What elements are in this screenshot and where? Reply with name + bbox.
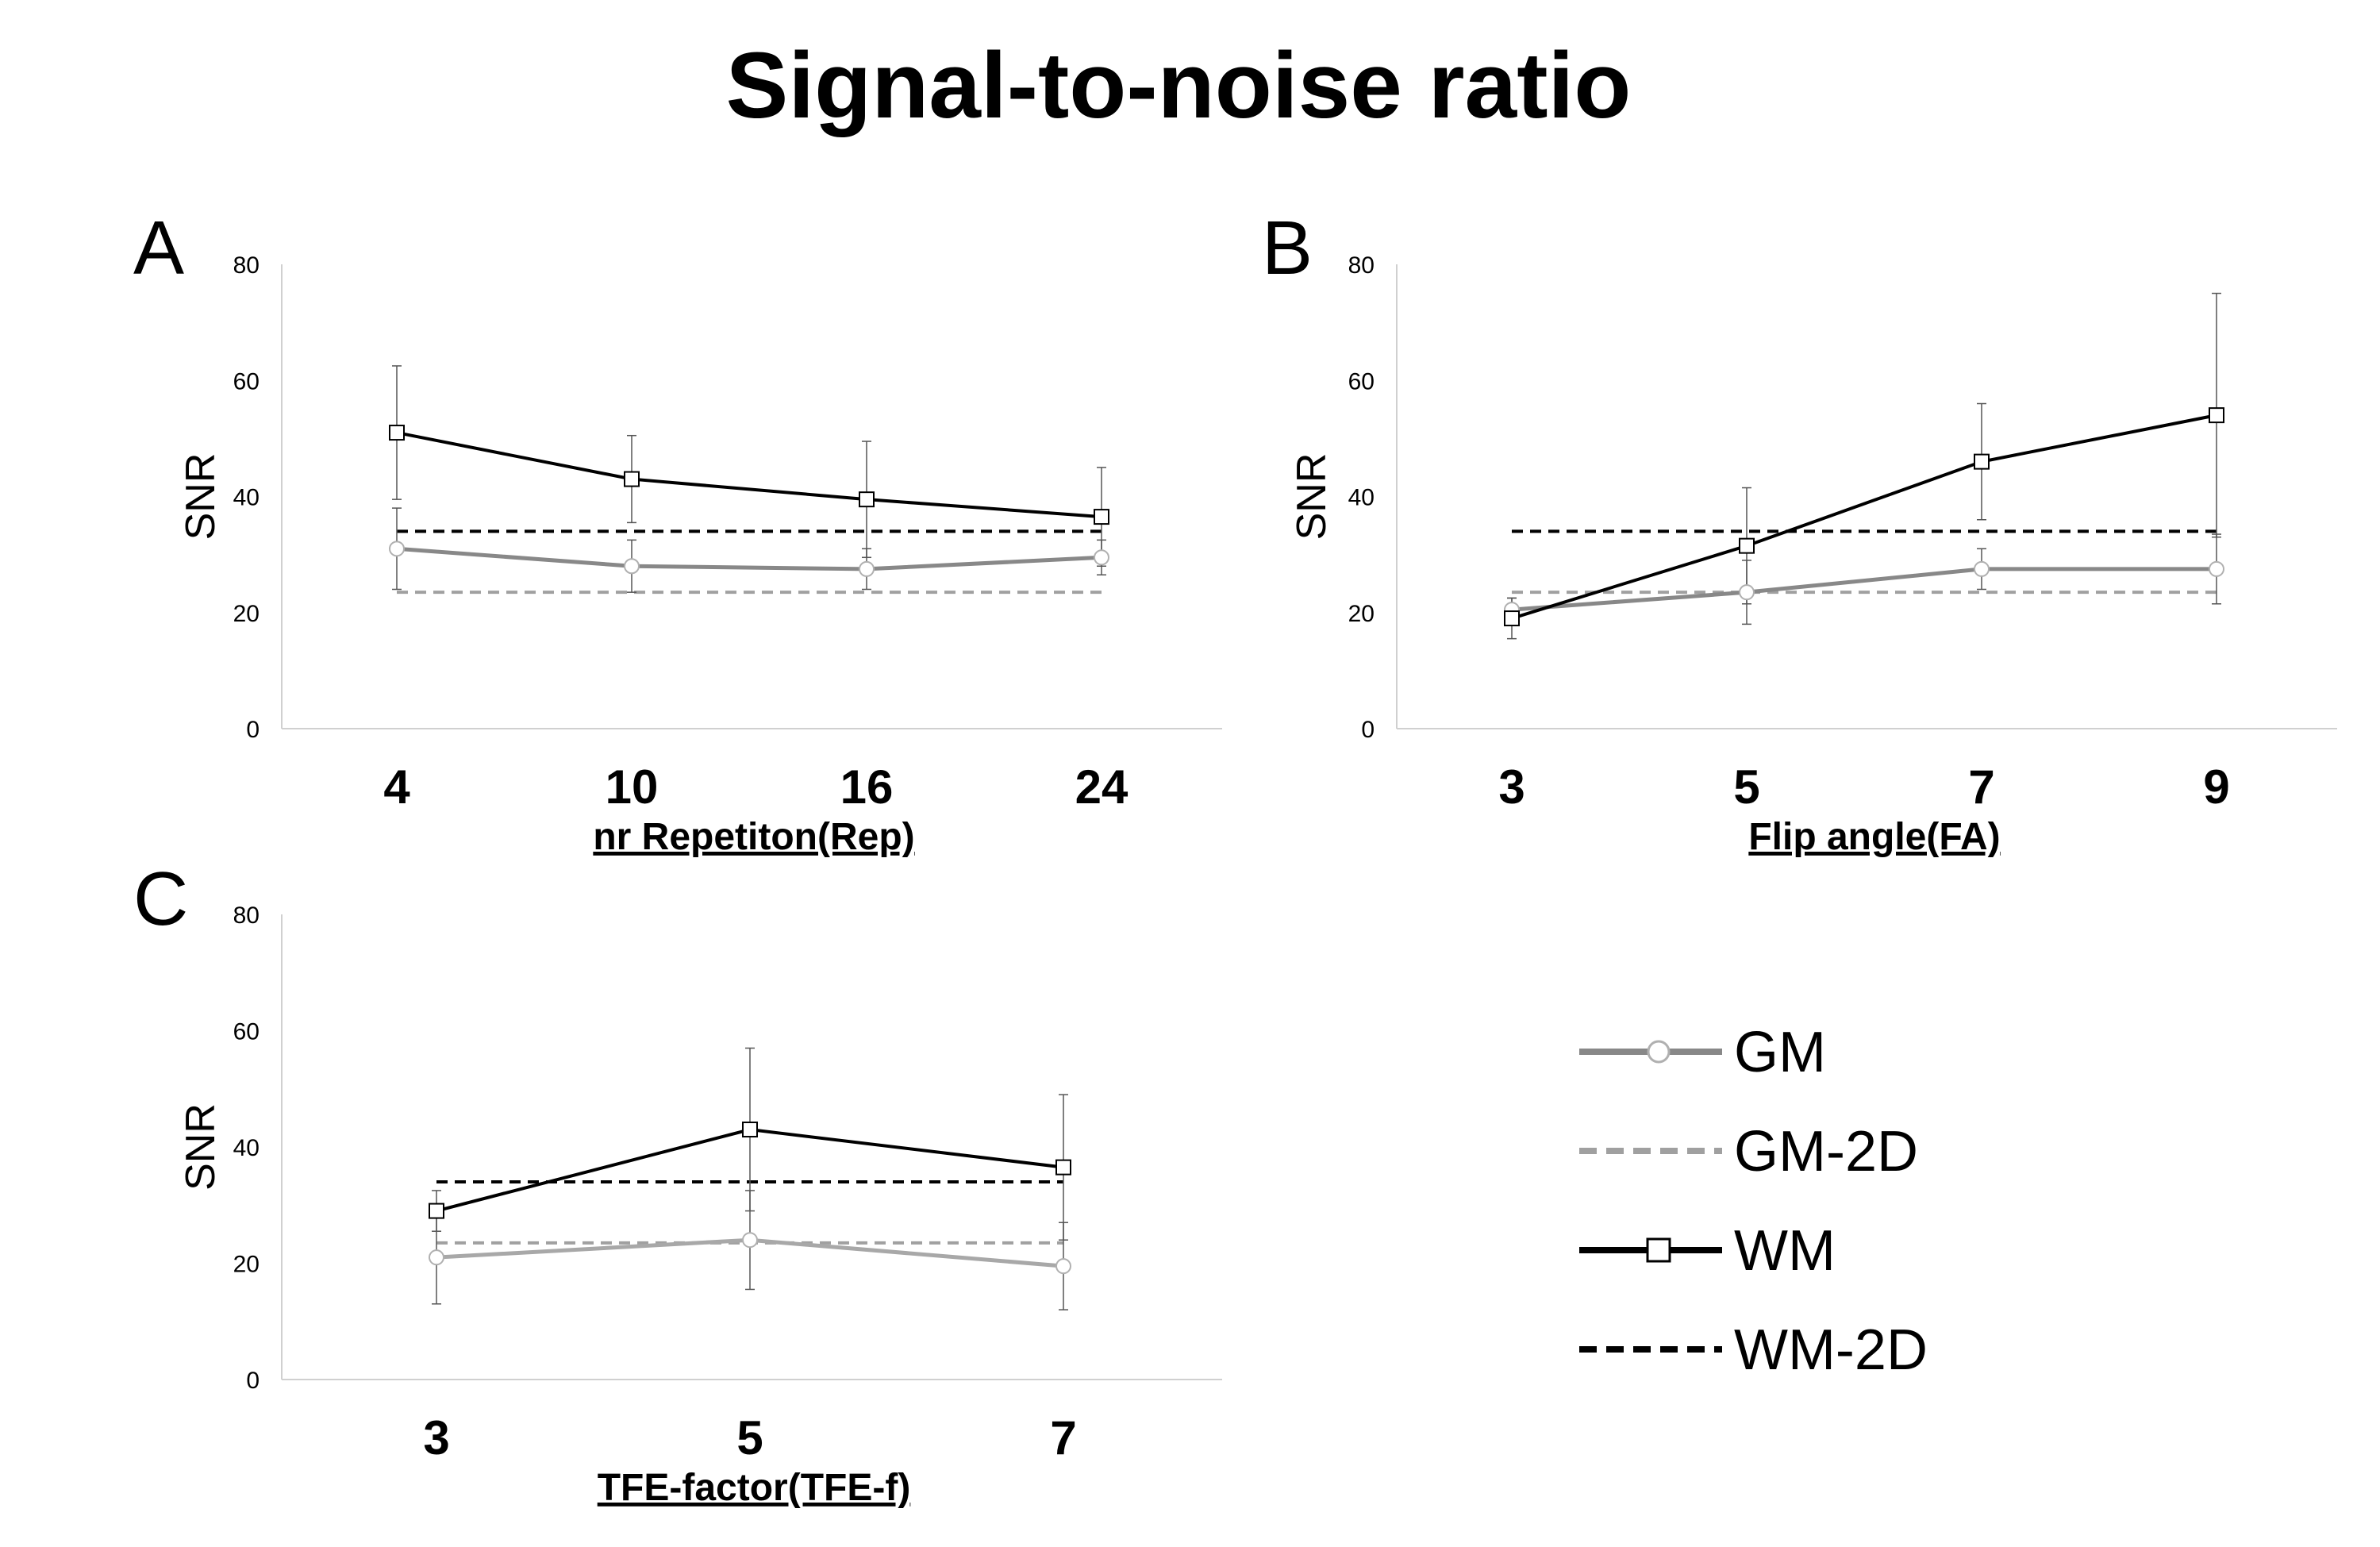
x-tick-label: 3 <box>423 1411 449 1464</box>
data-point-gm <box>1094 549 1109 566</box>
data-point-wm <box>389 425 405 441</box>
legend-item-gm-2d: GM-2D <box>1579 1120 1918 1183</box>
x-tick-label: 24 <box>1075 760 1128 814</box>
x-tick-label: 9 <box>2203 760 2229 814</box>
data-point-wm <box>1055 1159 1071 1176</box>
y-tick-label: 40 <box>233 485 260 511</box>
x-axis-label: Flip angle(FA) <box>1748 816 2000 858</box>
y-tick-label: 80 <box>233 252 260 279</box>
legend-label: WM-2D <box>1734 1318 1928 1382</box>
y-axis-label: SNR <box>1289 453 1335 541</box>
y-tick-label: 40 <box>1348 485 1375 511</box>
data-point-wm <box>1094 509 1109 525</box>
data-point-wm <box>742 1122 758 1138</box>
data-point-gm <box>624 558 640 575</box>
legend: GM GM-2D WM WM-2D <box>1579 1021 1928 1382</box>
x-tick-label: 4 <box>383 760 410 814</box>
y-tick-label: 20 <box>233 1252 260 1278</box>
legend-item-wm: WM <box>1579 1219 1836 1283</box>
x-tick-label: 7 <box>1968 760 1994 814</box>
data-point-wm <box>859 491 875 508</box>
x-tick-label: 10 <box>606 760 659 814</box>
data-point-gm <box>1055 1258 1071 1275</box>
legend-marker-circle <box>1647 1040 1671 1064</box>
x-axis-label: nr Repetiton(Rep) <box>593 816 914 858</box>
x-tick-label: 16 <box>840 760 894 814</box>
data-point-gm <box>859 560 875 577</box>
x-axis-label: TFE-factor(TFE-f) <box>598 1467 911 1509</box>
y-tick-label: 0 <box>1361 717 1375 743</box>
panel-b: B 0 20 40 60 80 SNR 3 5 7 9 Flip angle(FA) <box>1262 206 2337 858</box>
x-tick-label: 5 <box>736 1411 763 1464</box>
y-tick-label: 60 <box>233 368 260 394</box>
main-title: Signal-to-noise ratio <box>726 33 1632 138</box>
y-tick-label: 20 <box>1348 601 1375 627</box>
y-tick-label: 60 <box>233 1019 260 1045</box>
data-point-wm <box>1739 537 1755 554</box>
series-line-gm <box>1511 567 2217 612</box>
legend-item-gm: GM <box>1579 1021 1826 1084</box>
data-point-wm <box>2209 407 2224 424</box>
y-tick-label: 0 <box>246 717 260 743</box>
legend-label: WM <box>1734 1219 1836 1283</box>
data-point-gm <box>1974 560 1990 577</box>
y-axis-label: SNR <box>178 453 224 541</box>
y-tick-label: 40 <box>233 1135 260 1161</box>
panel-letter: A <box>133 206 184 291</box>
y-tick-label: 20 <box>233 601 260 627</box>
panel-a: A 0 20 40 60 80 SNR 4 10 16 24 nr Repetiton(Rep) <box>133 206 1222 858</box>
legend-item-wm-2d: WM-2D <box>1579 1318 1928 1382</box>
series-line-gm <box>396 546 1102 571</box>
legend-marker-square <box>1646 1237 1671 1263</box>
data-point-gm <box>742 1232 758 1249</box>
y-tick-label: 60 <box>1348 368 1375 394</box>
legend-label: GM-2D <box>1734 1120 1918 1183</box>
data-point-wm <box>1974 453 1990 470</box>
x-tick-label: 7 <box>1050 1411 1076 1464</box>
series-line-wm <box>396 431 1102 519</box>
y-tick-label: 0 <box>246 1368 260 1394</box>
data-point-gm <box>1739 584 1755 601</box>
data-point-gm <box>389 541 405 557</box>
data-point-gm <box>2209 560 2224 577</box>
x-tick-label: 5 <box>1733 760 1759 814</box>
y-tick-label: 80 <box>233 902 260 929</box>
series-line-wm <box>1511 414 2217 620</box>
panel-c: C 0 20 40 60 80 SNR 3 5 7 TFE-factor(TFE-f) <box>133 856 1222 1509</box>
data-point-wm <box>624 471 640 487</box>
x-tick-label: 3 <box>1498 760 1525 814</box>
data-point-gm <box>429 1249 444 1266</box>
y-axis-label: SNR <box>178 1103 224 1191</box>
panel-letter: C <box>133 856 188 941</box>
data-point-wm <box>429 1203 444 1219</box>
panel-letter: B <box>1262 206 1313 291</box>
legend-label: GM <box>1734 1021 1826 1084</box>
data-point-wm <box>1504 610 1520 627</box>
y-tick-label: 80 <box>1348 252 1375 279</box>
